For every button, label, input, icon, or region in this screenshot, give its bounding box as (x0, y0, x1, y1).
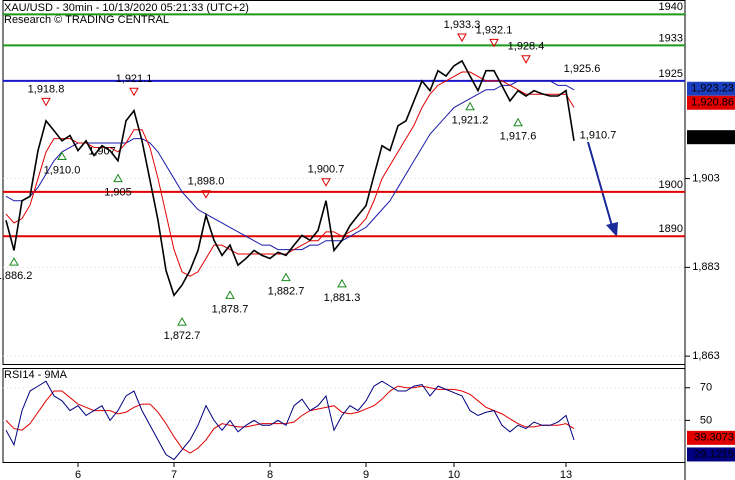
annotation-label: 1,882.7 (268, 286, 305, 298)
level-label: 1900 (659, 179, 683, 191)
last-value-label: 1,912.32 (691, 131, 734, 143)
low-marker (513, 117, 523, 127)
x-tick-label: 7 (171, 469, 177, 480)
y-tick-label: 50 (700, 414, 712, 426)
annotation-label: 1,898.0 (188, 176, 225, 188)
low-marker (113, 173, 123, 183)
y-tick-label: 1,863 (692, 350, 720, 362)
high-marker (201, 190, 211, 199)
forecast-arrow-head (606, 222, 618, 237)
low-marker (9, 257, 19, 266)
x-tick-label: 13 (560, 469, 572, 480)
level-label: 1890 (659, 223, 683, 235)
annotation-label: 1,907 (88, 146, 116, 158)
last-value-label: 29.1215 (694, 448, 734, 460)
high-marker (41, 97, 51, 107)
high-marker (129, 87, 139, 97)
annotation-label: 1,872.7 (164, 330, 201, 342)
low-marker (177, 317, 187, 326)
chart-subtitle: Research © TRADING CENTRAL (4, 14, 169, 26)
series-line (5, 380, 575, 461)
chart-title: XAU/USD - 30min - 10/13/2020 05:21:33 (U… (4, 2, 249, 14)
annotation-label: 1,918.8 (28, 83, 65, 95)
annotation-label: 1,921.1 (116, 73, 153, 85)
x-tick-label: 9 (363, 469, 369, 480)
last-value-box (687, 130, 735, 145)
annotation-label: 1,886.2 (0, 270, 32, 282)
x-tick-label: 8 (267, 469, 273, 480)
forecast-arrow (587, 141, 613, 227)
series-line (5, 385, 575, 454)
y-tick-label: 1,883 (692, 261, 720, 273)
x-tick-label: 6 (75, 469, 81, 480)
y-tick-label: 1,903 (692, 172, 720, 184)
last-value-box (687, 430, 735, 445)
last-value-label: 39.3073 (694, 432, 734, 444)
annotation-label: 1,921.2 (452, 115, 489, 127)
low-marker (281, 272, 291, 282)
low-marker (337, 278, 347, 288)
low-marker (57, 151, 67, 160)
high-marker (457, 33, 467, 43)
level-label: 1925 (659, 68, 683, 80)
annotation-label: 1,905 (104, 187, 132, 199)
annotation-label: 1,928.4 (508, 41, 545, 53)
annotation-label: 1,910.7 (580, 129, 617, 141)
annotation-label: 1,881.3 (324, 292, 361, 304)
annotation-label: 1,917.6 (500, 131, 537, 143)
last-value-box (687, 447, 735, 462)
annotation-label: 1,878.7 (212, 303, 249, 315)
low-marker (465, 101, 475, 111)
annotation-label: 1,910.0 (44, 164, 81, 176)
annotation-label: 1,925.6 (564, 63, 601, 75)
high-marker (521, 55, 531, 64)
annotation-label: 1,900.7 (308, 164, 345, 176)
series-line (5, 59, 575, 297)
y-tick-label: 70 (700, 382, 712, 394)
last-value-label: 1,923.23 (691, 83, 734, 95)
last-value-box (687, 95, 735, 110)
high-marker (489, 38, 499, 48)
annotation-label: 1,933.3 (444, 19, 481, 31)
low-marker (225, 290, 235, 299)
level-label: 1940 (659, 1, 683, 13)
last-value-box (687, 81, 735, 96)
high-marker (321, 178, 331, 187)
last-value-label: 1,920.86 (691, 97, 734, 109)
annotation-label: 1,932.1 (476, 24, 513, 36)
level-label: 1933 (659, 32, 683, 44)
x-tick-label: 10 (448, 469, 460, 480)
rsi-title: RSI14 - 9MA (4, 369, 68, 381)
